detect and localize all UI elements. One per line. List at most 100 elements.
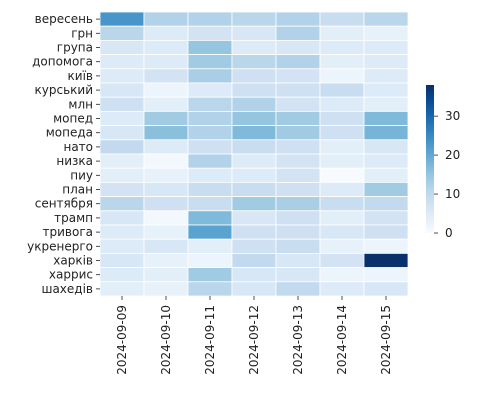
heatmap-cell bbox=[187, 224, 233, 240]
y-tick-label: допомога bbox=[32, 55, 93, 69]
heatmap-cell bbox=[187, 181, 233, 197]
y-tick-label: пиу bbox=[70, 168, 93, 182]
heatmap-cell bbox=[143, 196, 189, 212]
heatmap-cell bbox=[363, 196, 409, 212]
x-tick-label: 2024-09-09 bbox=[115, 305, 129, 375]
heatmap-cell bbox=[319, 167, 365, 183]
colorbar: 0 10 20 30 bbox=[426, 85, 460, 240]
heatmap-cell bbox=[363, 125, 409, 141]
heatmap-cell bbox=[319, 139, 365, 155]
heatmap-cell bbox=[275, 238, 321, 254]
heatmap-cell bbox=[231, 96, 277, 112]
heatmap-cell bbox=[143, 68, 189, 84]
heatmap-cell bbox=[363, 267, 409, 283]
y-tick-label: шахедів bbox=[41, 282, 93, 296]
heatmap-cell bbox=[363, 281, 409, 297]
heatmap-cell bbox=[187, 153, 233, 169]
x-axis: 2024-09-09 2024-09-10 2024-09-11 2024-09-12… bbox=[115, 296, 393, 375]
heatmap-cell bbox=[319, 40, 365, 56]
y-axis: вересеньгрнгрупадопомогакиївкурськиймлнм… bbox=[27, 12, 100, 296]
y-tick-label: укренерго bbox=[27, 239, 93, 253]
heatmap-cell bbox=[231, 196, 277, 212]
heatmap-cell bbox=[363, 68, 409, 84]
heatmap-cell bbox=[319, 125, 365, 141]
heatmap-cell bbox=[231, 68, 277, 84]
heatmap-cell bbox=[231, 210, 277, 226]
heatmap-cell bbox=[319, 181, 365, 197]
heatmap-cell bbox=[319, 25, 365, 41]
heatmap-cell bbox=[231, 281, 277, 297]
heatmap-cell bbox=[143, 11, 189, 27]
heatmap-cell bbox=[319, 224, 365, 240]
heatmap-cell bbox=[143, 25, 189, 41]
heatmap-cell bbox=[143, 111, 189, 127]
heatmap-cell bbox=[143, 210, 189, 226]
x-tick-label: 2024-09-15 bbox=[379, 305, 393, 375]
colorbar-tick-label: 10 bbox=[445, 187, 460, 201]
heatmap-cell bbox=[99, 210, 145, 226]
y-tick-label: курський bbox=[35, 83, 93, 97]
heatmap-cell bbox=[99, 111, 145, 127]
heatmap-cell bbox=[99, 68, 145, 84]
heatmap-cell bbox=[99, 196, 145, 212]
heatmap-cell bbox=[363, 238, 409, 254]
heatmap-cell bbox=[363, 252, 409, 268]
heatmap-cell bbox=[187, 54, 233, 70]
heatmap-cells bbox=[99, 11, 409, 297]
x-tick-label: 2024-09-11 bbox=[203, 305, 217, 375]
heatmap-cell bbox=[99, 224, 145, 240]
heatmap-cell bbox=[275, 96, 321, 112]
heatmap-cell bbox=[99, 82, 145, 98]
heatmap-cell bbox=[363, 181, 409, 197]
heatmap-cell bbox=[275, 196, 321, 212]
heatmap-cell bbox=[363, 40, 409, 56]
heatmap-cell bbox=[231, 167, 277, 183]
heatmap-cell bbox=[231, 11, 277, 27]
heatmap-cell bbox=[187, 252, 233, 268]
colorbar-tick-label: 0 bbox=[445, 226, 453, 240]
y-tick-label: млн bbox=[68, 97, 93, 111]
heatmap-cell bbox=[143, 40, 189, 56]
heatmap-cell bbox=[99, 40, 145, 56]
heatmap-cell bbox=[363, 11, 409, 27]
heatmap-cell bbox=[319, 68, 365, 84]
heatmap-cell bbox=[231, 139, 277, 155]
heatmap-cell bbox=[187, 281, 233, 297]
colorbar-tick-label: 30 bbox=[445, 109, 460, 123]
heatmap-cell bbox=[275, 267, 321, 283]
heatmap-cell bbox=[275, 25, 321, 41]
heatmap-cell bbox=[275, 54, 321, 70]
heatmap-cell bbox=[231, 25, 277, 41]
y-tick-label: мопед bbox=[53, 112, 93, 126]
x-tick-label: 2024-09-12 bbox=[247, 305, 261, 375]
heatmap-cell bbox=[363, 82, 409, 98]
heatmap-cell bbox=[99, 139, 145, 155]
heatmap-cell bbox=[319, 281, 365, 297]
heatmap-cell bbox=[275, 252, 321, 268]
heatmap-cell bbox=[275, 40, 321, 56]
heatmap-cell bbox=[319, 96, 365, 112]
heatmap-cell bbox=[99, 153, 145, 169]
y-tick-label: мопеда bbox=[46, 126, 93, 140]
heatmap-cell bbox=[143, 267, 189, 283]
heatmap-cell bbox=[363, 25, 409, 41]
heatmap-cell bbox=[231, 111, 277, 127]
heatmap-cell bbox=[319, 11, 365, 27]
heatmap-cell bbox=[143, 238, 189, 254]
heatmap-cell bbox=[319, 82, 365, 98]
y-tick-label: вересень bbox=[35, 12, 93, 26]
colorbar-gradient bbox=[426, 85, 434, 233]
x-tick-label: 2024-09-10 bbox=[159, 305, 173, 375]
x-tick-label: 2024-09-14 bbox=[335, 305, 349, 375]
heatmap-cell bbox=[99, 11, 145, 27]
heatmap-cell bbox=[231, 153, 277, 169]
heatmap-cell bbox=[275, 68, 321, 84]
heatmap-cell bbox=[99, 267, 145, 283]
y-tick-label: сентября bbox=[35, 197, 93, 211]
heatmap-cell bbox=[143, 139, 189, 155]
y-tick-label: план bbox=[62, 183, 93, 197]
heatmap-cell bbox=[231, 82, 277, 98]
colorbar-tick-label: 20 bbox=[445, 148, 460, 162]
y-tick-label: низка bbox=[56, 154, 93, 168]
heatmap-cell bbox=[275, 167, 321, 183]
